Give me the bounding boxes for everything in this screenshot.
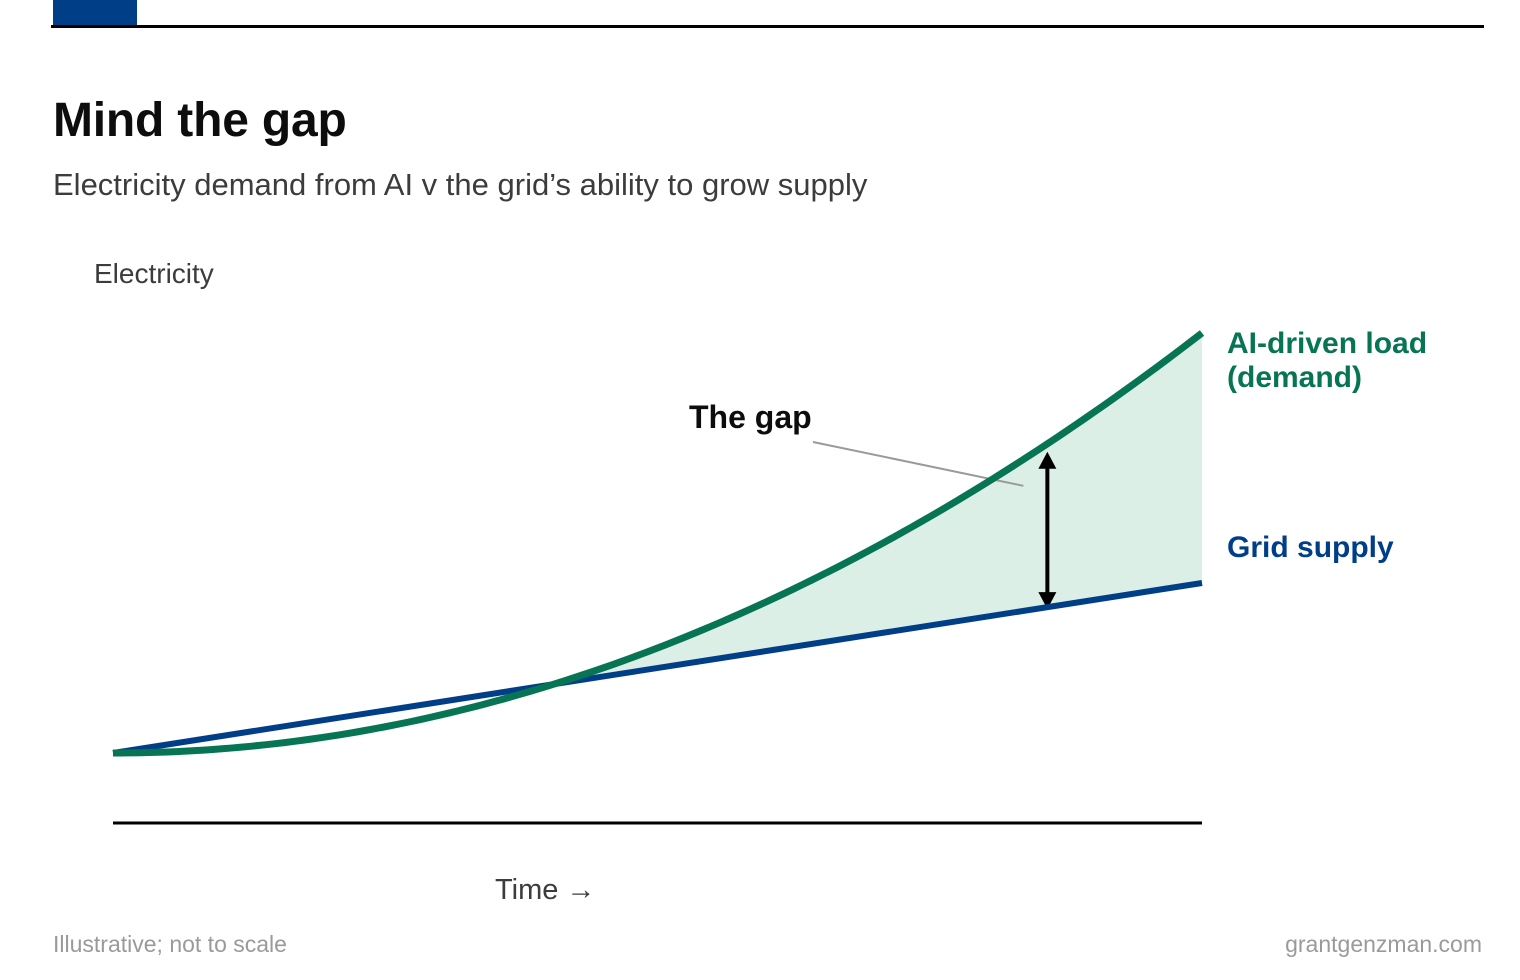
gap-arrow-head-up	[1038, 451, 1057, 469]
series-line-ai-demand	[112, 330, 1205, 757]
series-label-ai-demand: AI-driven load (demand)	[1227, 327, 1435, 394]
series-label-grid-supply-line-1: Grid supply	[1227, 531, 1394, 564]
series-line-grid-supply	[112, 580, 1203, 756]
series-label-ai-demand-line-1: AI-driven load	[1227, 327, 1427, 360]
gap-annotation-label: The gap	[689, 399, 812, 435]
y-axis-label: Electricity	[94, 258, 214, 289]
x-axis-label: Time →	[495, 874, 595, 906]
series-label-grid-supply: Grid supply	[1227, 531, 1394, 564]
gap-double-arrow-icon	[1038, 451, 1057, 610]
page-subtitle: Electricity demand from AI v the grid’s …	[53, 167, 868, 202]
page-title: Mind the gap	[53, 94, 347, 147]
top-rule	[51, 25, 1484, 28]
gap-arrow-head-down	[1038, 592, 1057, 610]
gap-area	[553, 333, 1202, 685]
series-label-ai-demand-line-2: (demand)	[1227, 361, 1362, 394]
accent-tab	[53, 0, 137, 25]
footer-source: grantgenzman.com	[1285, 931, 1482, 957]
footer-note: Illustrative; not to scale	[53, 931, 287, 957]
